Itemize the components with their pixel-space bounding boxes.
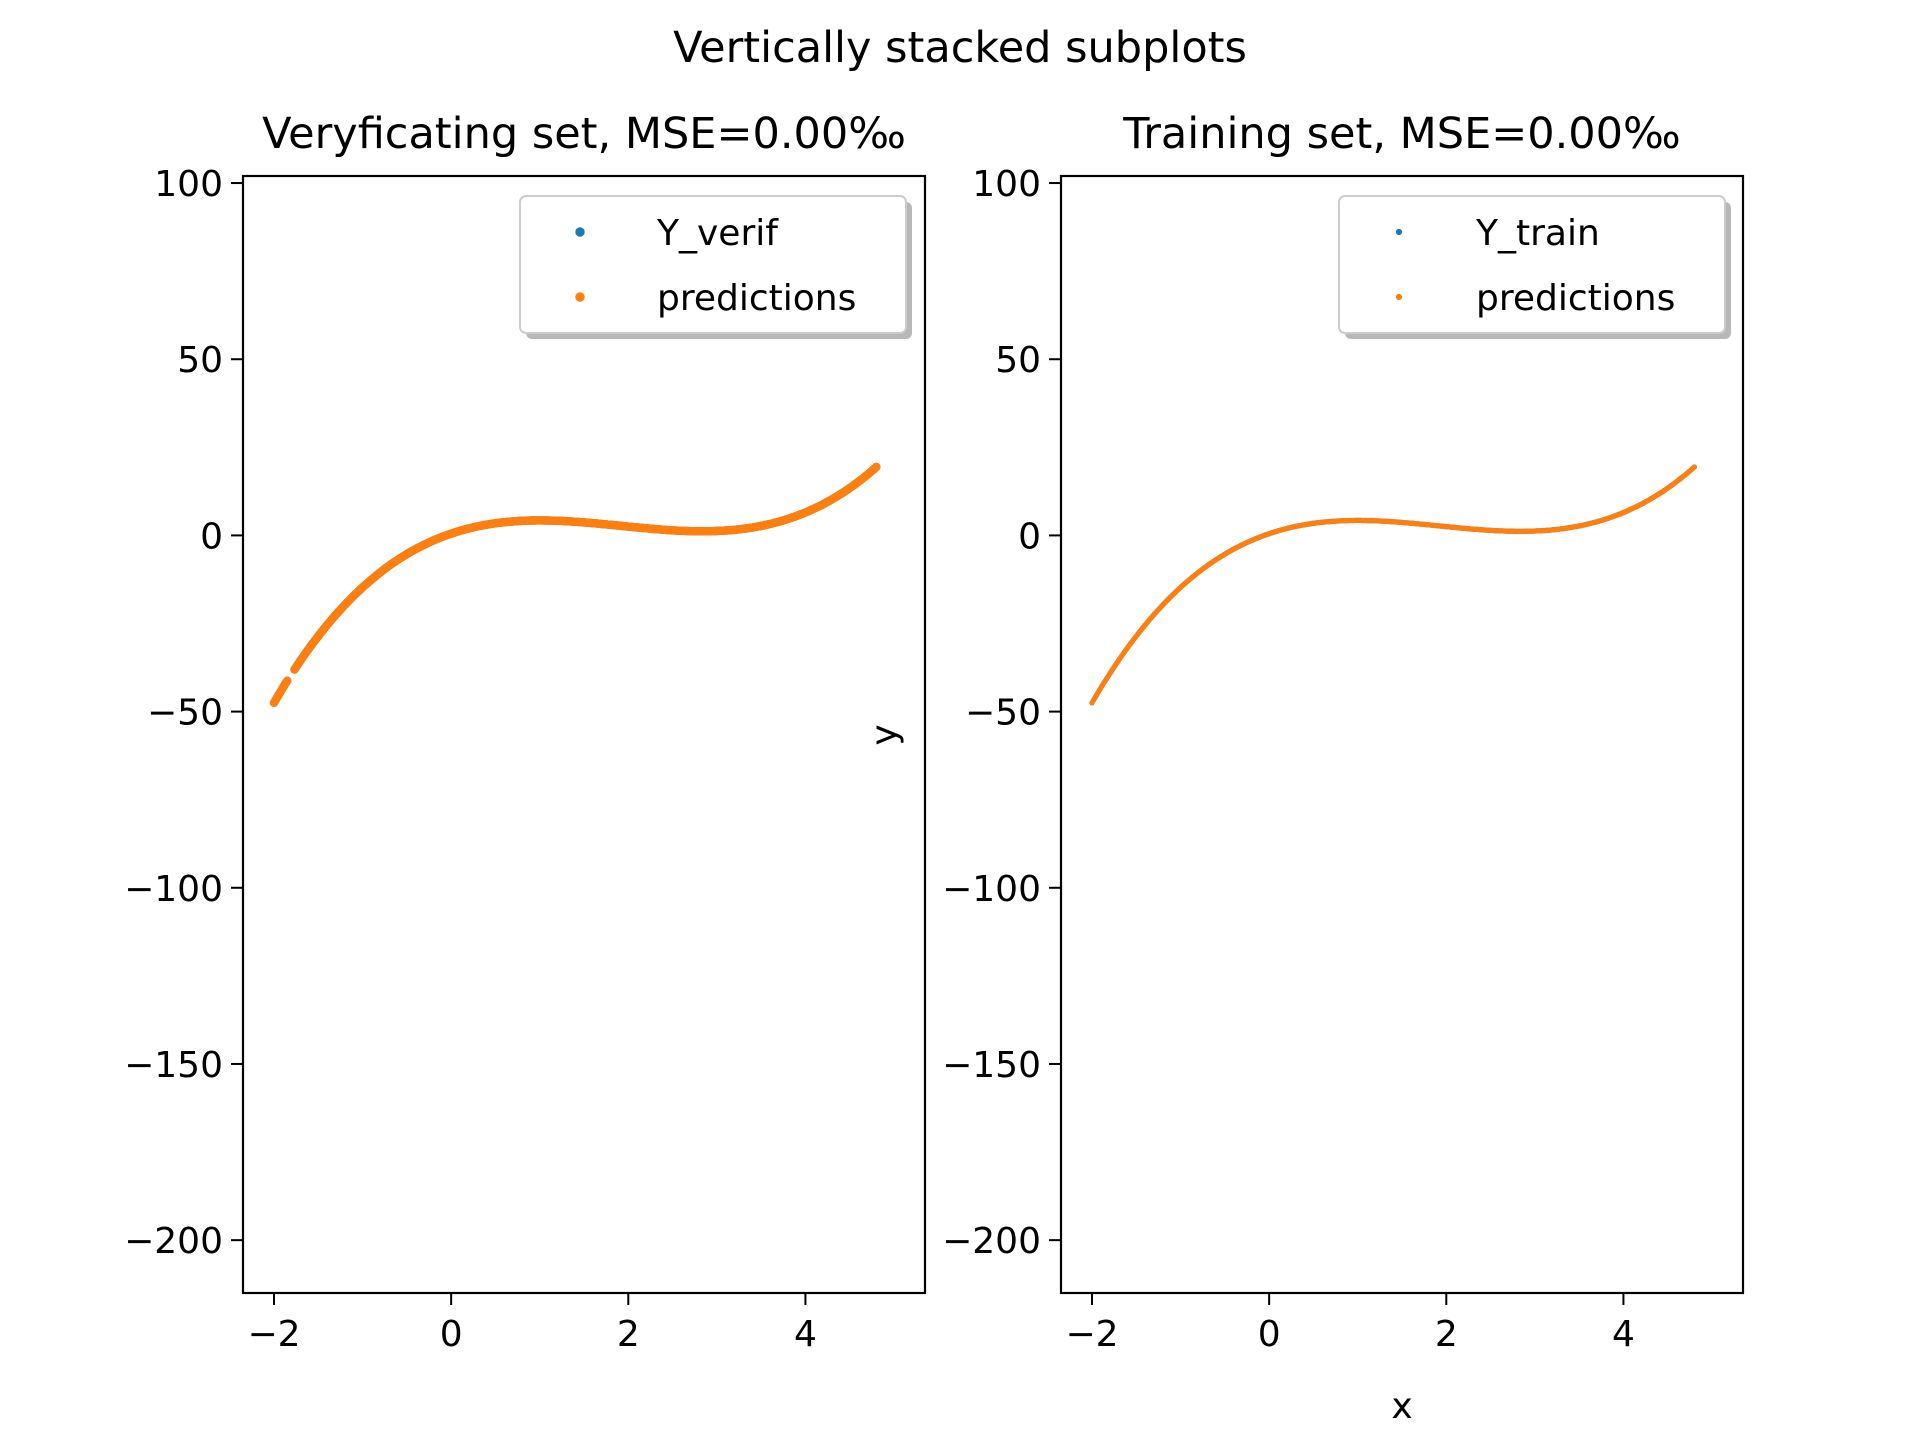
y-tick-label: −150 xyxy=(124,1045,223,1086)
y-tick-label: 50 xyxy=(995,340,1041,381)
y-tick-label: 100 xyxy=(154,164,223,205)
series-predictions xyxy=(1089,464,1697,706)
series-predictions xyxy=(269,462,881,707)
y-tick-label: 100 xyxy=(972,164,1041,205)
axes-frame xyxy=(241,174,927,1295)
y-tick-label: −50 xyxy=(147,693,223,734)
x-tick-label: 4 xyxy=(1612,1314,1635,1355)
y-tick-label: 0 xyxy=(200,516,223,557)
x-tick-label: 0 xyxy=(1258,1314,1281,1355)
legend-marker xyxy=(575,227,585,237)
x-tick-label: 0 xyxy=(440,1314,463,1355)
x-axis-label: x xyxy=(1391,1386,1412,1427)
x-tick-label: 2 xyxy=(617,1314,640,1355)
data-points xyxy=(269,462,881,707)
y-tick-label: −200 xyxy=(942,1221,1041,1262)
subplot-training: Training set, MSE=0.00‰ −2 0 2 4 100 50 0 −50 −10… xyxy=(864,109,1745,1427)
x-tick-label: −2 xyxy=(247,1314,300,1355)
legend: Y_verif predictions xyxy=(519,195,912,339)
figure-suptitle: Vertically stacked subplots xyxy=(673,23,1247,73)
data-point xyxy=(872,462,881,472)
y-axis-label: y xyxy=(864,724,905,745)
data-point xyxy=(283,676,292,685)
legend: Y_train predictions xyxy=(1338,195,1731,339)
y-tick-label: −100 xyxy=(124,869,223,910)
y-tick-label: 0 xyxy=(1018,516,1041,557)
y-tick-label: −50 xyxy=(965,693,1041,734)
legend-label: Y_train xyxy=(1475,213,1600,254)
legend-label: predictions xyxy=(657,278,856,319)
legend-box xyxy=(1338,195,1726,334)
x-tick-label: −2 xyxy=(1065,1314,1118,1355)
y-tick-label: −100 xyxy=(942,869,1041,910)
subplot-title: Training set, MSE=0.00‰ xyxy=(1122,109,1680,159)
data-points xyxy=(1089,464,1697,706)
legend-label: predictions xyxy=(1476,278,1675,319)
y-tick-label: −200 xyxy=(124,1221,223,1262)
legend-box xyxy=(519,195,907,334)
legend-marker xyxy=(1395,228,1403,236)
data-point xyxy=(1691,464,1697,470)
x-tick-label: 4 xyxy=(794,1314,817,1355)
legend-label: Y_verif xyxy=(656,213,779,254)
legend-marker xyxy=(575,292,585,302)
axes-frame xyxy=(1059,174,1745,1295)
y-tick-label: −150 xyxy=(942,1045,1041,1086)
subplot-veryficating: Veryficating set, MSE=0.00‰ −2 0 2 4 100 50 0 −5… xyxy=(124,109,927,1355)
y-tick-label: 50 xyxy=(177,340,223,381)
legend-marker xyxy=(1395,293,1403,301)
subplot-title: Veryficating set, MSE=0.00‰ xyxy=(262,109,906,159)
x-tick-label: 2 xyxy=(1435,1314,1458,1355)
